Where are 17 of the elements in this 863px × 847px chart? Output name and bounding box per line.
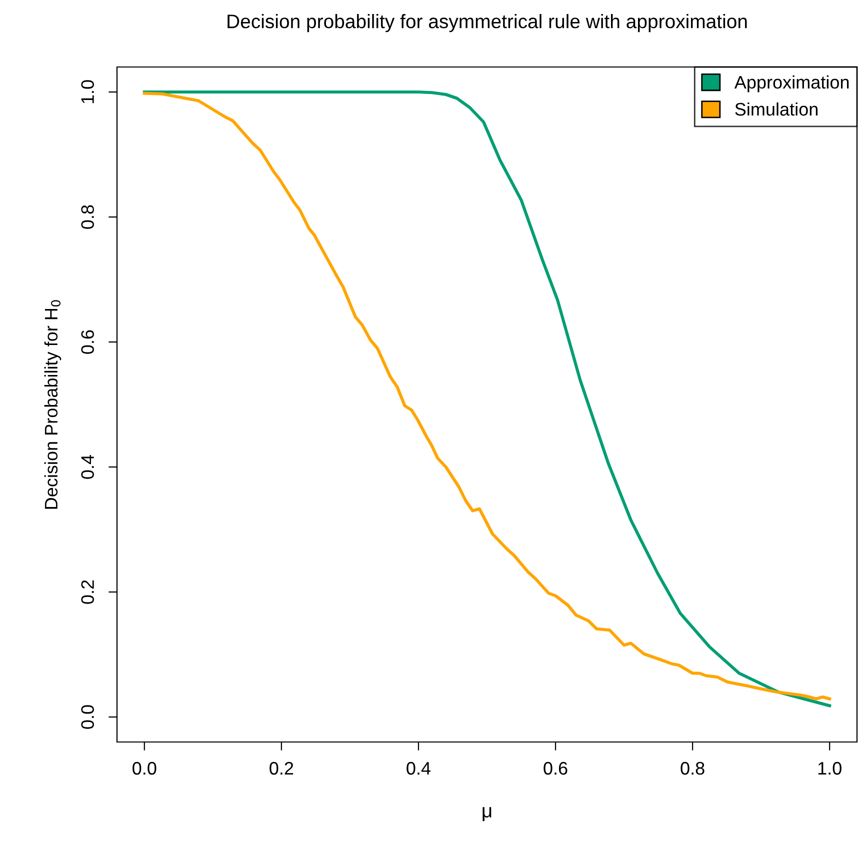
- legend-label: Approximation: [734, 75, 849, 92]
- x-tick-label: 0.2: [270, 762, 294, 775]
- x-tick-label: 0.0: [132, 762, 156, 775]
- y-tick-label: 0.4: [81, 454, 94, 479]
- x-axis-title: μ: [482, 807, 492, 822]
- y-tick-label: 0.6: [81, 330, 94, 354]
- x-tick-label: 0.8: [680, 762, 704, 775]
- x-tick-label: 1.0: [818, 762, 842, 775]
- legend-label: Simulation: [735, 102, 818, 116]
- y-axis-title: Decision Probability for H$_{0}$: [44, 300, 62, 509]
- y-tick-label: 0.0: [81, 705, 94, 729]
- y-tick-label: 0.8: [81, 205, 94, 229]
- y-tick-label: 1.0: [81, 80, 94, 104]
- y-tick-label: 0.2: [81, 580, 94, 604]
- x-tick-label: 0.4: [406, 762, 431, 775]
- x-tick-label: 0.6: [544, 762, 568, 775]
- chart-title: Decision probability for asymmetrical rule with approximation: [228, 14, 747, 32]
